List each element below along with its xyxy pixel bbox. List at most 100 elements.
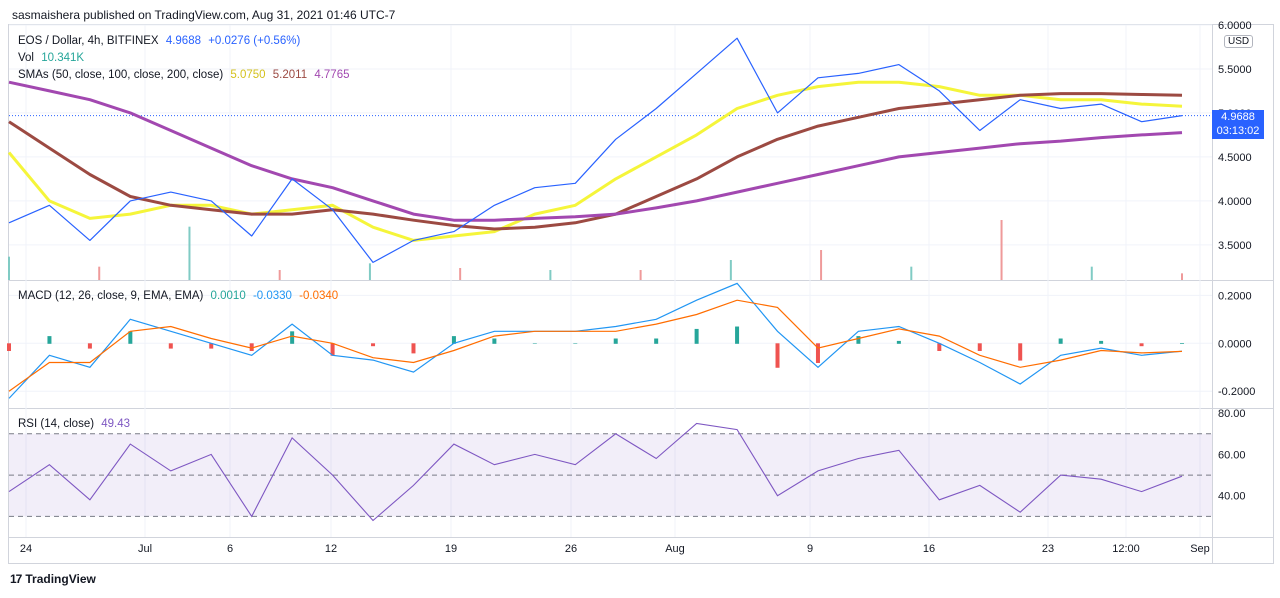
x-tick-label: 16	[923, 543, 935, 555]
macd-histogram-bar	[7, 343, 11, 351]
bar-countdown: 03:13:02	[1212, 124, 1264, 139]
macd-value: -0.0330	[252, 290, 292, 302]
macd-histogram-bar	[896, 340, 901, 344]
macd-histogram-bar	[128, 331, 133, 344]
x-tick-label: 23	[1042, 543, 1054, 555]
volume-value: 10.341K	[41, 52, 85, 64]
macd-tick-label: 0.0000	[1218, 338, 1252, 350]
volume-bar	[278, 270, 281, 280]
volume-label[interactable]: Vol	[18, 52, 34, 64]
last-price-tag: 4.9688	[1212, 110, 1264, 125]
tradingview-logo[interactable]: 17 TradingView	[10, 572, 96, 586]
macd-histogram-bar	[613, 338, 618, 344]
main-legend-row3: SMAs (50, close, 100, close, 200, close)…	[18, 69, 354, 81]
macd-histogram-bar	[1099, 340, 1104, 344]
price-tick-label: 6.0000	[1218, 20, 1252, 32]
sma50-value: 5.0750	[230, 69, 266, 81]
macd-histogram-bar	[856, 336, 861, 344]
rsi-tick-label: 80.00	[1218, 408, 1246, 420]
sma200-line	[8, 80, 1183, 222]
macd-histogram-bar	[249, 343, 254, 351]
x-tick-label: Aug	[665, 543, 685, 555]
main-legend-row1: EOS / Dollar, 4h, BITFINEX 4.9688 +0.027…	[18, 35, 304, 47]
macd-hist-value: 0.0010	[210, 290, 246, 302]
volume-bar	[8, 256, 10, 280]
macd-histogram-bar	[371, 343, 376, 347]
price-tick-label: 5.5000	[1218, 64, 1252, 76]
price-line	[8, 37, 1183, 263]
macd-tick-label: -0.2000	[1218, 386, 1255, 398]
volume-bar	[820, 250, 823, 280]
tradingview-wordmark: TradingView	[25, 572, 96, 586]
macd-histogram-bar	[937, 343, 942, 351]
rsi-line	[8, 422, 1183, 522]
rsi-value: 49.43	[101, 418, 131, 430]
signal-value: -0.0340	[299, 290, 339, 302]
volume-bar	[188, 226, 191, 280]
main-legend-row2: Vol 10.341K	[18, 52, 88, 64]
signal-line	[8, 299, 1183, 392]
x-tick-label: 26	[565, 543, 577, 555]
volume-bar	[639, 270, 642, 280]
volume-bar	[368, 263, 371, 280]
volume-bar	[729, 260, 732, 280]
volume-bar	[459, 268, 462, 280]
rsi-tick-label: 60.00	[1218, 449, 1246, 461]
macd-histogram-bar	[168, 343, 173, 349]
sma50-line	[7, 80, 1183, 242]
price-tick-label: 4.0000	[1218, 196, 1252, 208]
macd-histogram-bar	[209, 343, 214, 349]
macd-histogram-bar	[815, 343, 820, 363]
macd-histogram-bar	[1180, 343, 1184, 344]
macd-histogram-bar	[411, 343, 416, 354]
sma100-value: 5.2011	[272, 69, 308, 81]
x-tick-label: Jul	[138, 543, 152, 555]
tradingview-mark-icon: 17	[10, 572, 22, 586]
macd-histogram-bar	[87, 343, 92, 349]
x-tick-label: 19	[445, 543, 457, 555]
macd-tick-label: 0.2000	[1218, 290, 1252, 302]
rsi-label[interactable]: RSI (14, close)	[18, 418, 95, 430]
price-change-value: +0.0276 (+0.56%)	[208, 35, 301, 47]
macd-histogram-bar	[1018, 343, 1023, 361]
macd-histogram-bar	[330, 343, 335, 356]
x-tick-label: 6	[227, 543, 233, 555]
sma100-line	[8, 92, 1183, 231]
macd-legend: MACD (12, 26, close, 9, EMA, EMA) 0.0010…	[18, 290, 342, 302]
x-tick-label: 24	[20, 543, 32, 555]
volume-bar	[98, 266, 101, 280]
volume-bar	[910, 266, 913, 280]
symbol-label[interactable]: EOS / Dollar, 4h, BITFINEX	[18, 35, 159, 47]
macd-histogram-bar	[1058, 338, 1063, 344]
sma-label[interactable]: SMAs (50, close, 100, close, 200, close)	[18, 69, 224, 81]
sma200-value: 4.7765	[314, 69, 350, 81]
macd-histogram-bar	[451, 336, 456, 344]
macd-histogram-bar	[694, 328, 699, 344]
x-tick-label: 9	[807, 543, 813, 555]
macd-histogram-bar	[654, 338, 659, 344]
rsi-tick-label: 40.00	[1218, 491, 1246, 503]
volume-bar	[1000, 220, 1003, 280]
currency-badge[interactable]: USD	[1224, 35, 1254, 48]
volume-bar	[549, 270, 552, 280]
macd-label[interactable]: MACD (12, 26, close, 9, EMA, EMA)	[18, 290, 204, 302]
x-tick-label: 12	[325, 543, 337, 555]
macd-histogram-bar	[290, 331, 295, 344]
macd-histogram-bar	[573, 343, 578, 344]
macd-histogram-bar	[492, 338, 497, 344]
x-tick-label: Sep	[1190, 543, 1210, 555]
publisher-caption: sasmaishera published on TradingView.com…	[12, 8, 396, 22]
macd-histogram-bar	[532, 343, 537, 344]
price-tick-label: 4.5000	[1218, 152, 1252, 164]
macd-histogram-bar	[977, 343, 982, 351]
macd-histogram-bar	[47, 336, 52, 344]
x-tick-label: 12:00	[1112, 543, 1140, 555]
macd-histogram-bar	[775, 343, 780, 368]
price-tick-label: 3.5000	[1218, 240, 1252, 252]
macd-histogram-bar	[1139, 343, 1144, 347]
rsi-legend: RSI (14, close) 49.43	[18, 418, 134, 430]
volume-bar	[1181, 273, 1183, 280]
last-price-value: 4.9688	[165, 35, 201, 47]
macd-histogram-bar	[735, 326, 740, 344]
